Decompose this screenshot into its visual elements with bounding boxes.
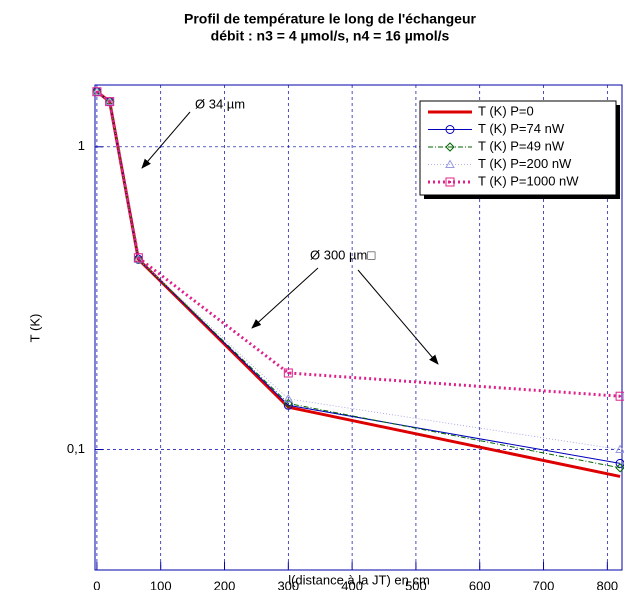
point-center bbox=[137, 256, 140, 259]
x-tick-label: 500 bbox=[405, 578, 427, 590]
y-tick-label: 0,1 bbox=[67, 441, 85, 456]
point bbox=[104, 96, 115, 106]
x-tick-label: 0 bbox=[93, 578, 100, 590]
x-tick-label: 400 bbox=[341, 578, 363, 590]
chart-subtitle: débit : n3 = 4 µmol/s, n4 = 16 µmol/s bbox=[211, 28, 450, 44]
x-tick-label: 700 bbox=[533, 578, 555, 590]
legend-label: T (K) P=0 bbox=[478, 103, 534, 118]
point bbox=[105, 97, 115, 107]
point bbox=[445, 159, 455, 168]
point-center bbox=[95, 90, 98, 93]
x-axis-label: l(distance à la JT) en cm bbox=[288, 572, 430, 587]
plot-area bbox=[92, 86, 624, 478]
legend-label: T (K) P=49 nW bbox=[478, 138, 565, 153]
y-axis-label: T (K) bbox=[27, 314, 42, 343]
annotation: Ø 300 µm□ bbox=[310, 247, 375, 262]
legend-label: T (K) P=1000 nW bbox=[478, 173, 579, 188]
arrow bbox=[251, 267, 319, 329]
point bbox=[283, 368, 293, 378]
x-tick-label: 300 bbox=[277, 578, 299, 590]
annotation: Ø 34 µm bbox=[195, 96, 245, 111]
plot-frame bbox=[94, 84, 623, 571]
x-tick-label: 800 bbox=[596, 578, 618, 590]
point bbox=[445, 125, 455, 134]
point-center bbox=[619, 395, 622, 398]
point-center bbox=[449, 181, 451, 183]
legend-label: T (K) P=200 nW bbox=[478, 156, 572, 171]
x-tick-label: 200 bbox=[214, 578, 236, 590]
arrow bbox=[357, 269, 439, 365]
point bbox=[133, 254, 144, 263]
point bbox=[615, 391, 624, 401]
point bbox=[615, 444, 624, 454]
point-center bbox=[287, 371, 290, 374]
x-tick-label: 100 bbox=[150, 578, 172, 590]
point-center bbox=[108, 100, 111, 103]
point bbox=[92, 86, 102, 96]
point bbox=[615, 463, 624, 473]
x-tick-label: 600 bbox=[469, 578, 491, 590]
y-tick-label: 1 bbox=[78, 138, 85, 153]
legend-label: T (K) P=74 nW bbox=[478, 121, 565, 136]
point bbox=[92, 87, 102, 97]
chart-title: Profil de température le long de l'échan… bbox=[184, 11, 477, 27]
point bbox=[445, 142, 455, 152]
point bbox=[283, 400, 293, 410]
arrow bbox=[141, 111, 191, 169]
point bbox=[133, 254, 144, 265]
point bbox=[445, 177, 455, 187]
point bbox=[283, 393, 294, 403]
point bbox=[133, 253, 143, 263]
